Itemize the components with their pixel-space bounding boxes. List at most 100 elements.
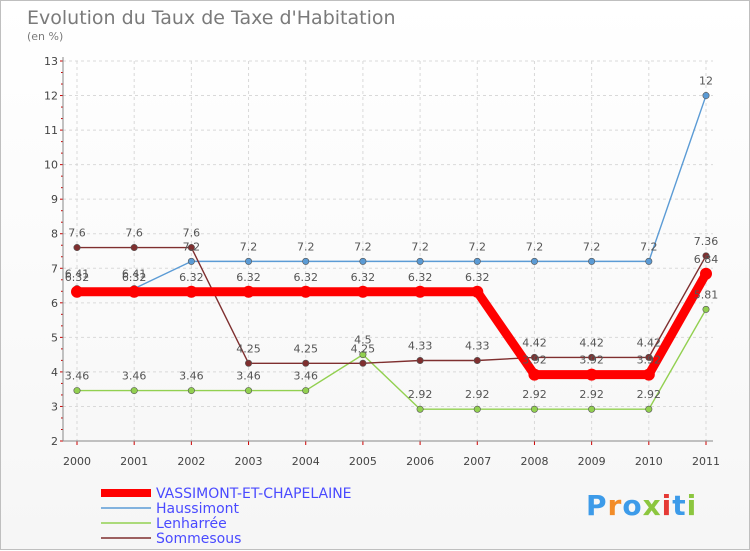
data-point	[588, 405, 596, 413]
data-point	[473, 257, 481, 265]
data-point	[702, 305, 710, 313]
data-point	[73, 387, 81, 395]
data-point	[187, 244, 195, 252]
x-tick-label: 2011	[692, 455, 720, 468]
chart-title: Evolution du Taux de Taxe d'Habitation	[27, 7, 396, 29]
data-value-label: 7.2	[640, 240, 658, 253]
x-tick-label: 2007	[463, 455, 491, 468]
series-line-lenharr-e	[76, 308, 707, 410]
logo-letter: r	[607, 489, 623, 522]
data-value-label: 3.92	[637, 354, 662, 367]
data-point	[245, 359, 253, 367]
data-labels: 6.41 6.41 7.2 7.2 7.2 7.2 7.2 7.2 7.2 7.2 7.2 12 3.4…	[65, 75, 719, 402]
y-tick-label: 5	[51, 331, 58, 344]
data-value-label: 6.32	[122, 271, 147, 284]
data-value-label: 7.2	[526, 240, 544, 253]
logo-letter: P	[586, 489, 608, 522]
y-tick-label: 2	[51, 435, 58, 448]
legend-label: Lenharrée	[156, 516, 227, 532]
legend-label: Haussimont	[156, 501, 240, 517]
data-value-label: 2.92	[522, 388, 547, 401]
data-value-label: 3.46	[293, 370, 318, 383]
data-point	[645, 257, 653, 265]
data-value-label: 3.46	[122, 370, 147, 383]
data-point	[642, 368, 655, 381]
data-point	[645, 353, 653, 361]
data-point	[245, 387, 253, 395]
y-tick-label: 13	[44, 55, 58, 68]
y-tick-label: 6	[51, 297, 58, 310]
data-value-label: 3.92	[522, 354, 547, 367]
data-point	[73, 244, 81, 252]
data-point	[187, 257, 195, 265]
data-point	[302, 387, 310, 395]
y-tick-label: 11	[44, 124, 58, 137]
data-value-label: 3.46	[179, 370, 204, 383]
data-value-label: 7.2	[411, 240, 429, 253]
data-point	[700, 267, 712, 280]
data-value-label: 2.92	[579, 388, 604, 401]
data-point	[359, 257, 367, 265]
data-value-label: 7.6	[68, 227, 86, 240]
data-point	[528, 368, 541, 381]
data-point	[128, 285, 141, 298]
data-value-label: 6.84	[694, 253, 719, 266]
data-value-label: 5.81	[694, 288, 719, 301]
data-point	[471, 285, 484, 298]
data-value-label: 4.25	[351, 342, 376, 355]
x-tick-label: 2002	[177, 455, 205, 468]
data-value-label: 7.2	[183, 240, 201, 253]
legend-label: VASSIMONT-ET-CHAPELAINE	[156, 486, 352, 502]
data-value-label: 6.32	[179, 271, 204, 284]
x-tick-label: 2001	[120, 455, 148, 468]
data-point	[414, 285, 427, 298]
x-tick-label: 2000	[63, 455, 91, 468]
data-value-label: 6.32	[408, 271, 433, 284]
data-point	[185, 285, 198, 298]
y-tick-label: 12	[44, 90, 58, 103]
data-point	[702, 252, 710, 260]
data-value-label: 7.2	[583, 240, 601, 253]
data-value-label: 3.46	[65, 370, 90, 383]
data-point	[359, 351, 367, 359]
data-value-label: 4.25	[236, 342, 261, 355]
data-point	[473, 357, 481, 365]
data-value-label: 4.33	[465, 340, 490, 353]
data-value-label: 12	[699, 75, 713, 88]
data-point	[187, 387, 195, 395]
data-value-label: 7.2	[240, 240, 258, 253]
data-value-label: 7.36	[694, 235, 719, 248]
data-value-label: 6.32	[293, 271, 318, 284]
data-point	[356, 285, 369, 298]
legend: VASSIMONT-ET-CHAPELAINEHaussimontLenharr…	[101, 486, 352, 547]
series-line-vassimont-et-chapelaine	[72, 269, 711, 380]
data-value-label: 7.6	[125, 227, 143, 240]
grid-lines	[63, 60, 713, 442]
data-value-label: 6.32	[351, 271, 376, 284]
data-point	[530, 405, 538, 413]
data-point	[416, 257, 424, 265]
data-value-label: 2.92	[637, 388, 662, 401]
logo-letter: o	[622, 489, 643, 522]
data-point	[242, 285, 255, 298]
y-tick-label: 3	[51, 400, 58, 413]
data-point	[302, 257, 310, 265]
y-tick-label: 4	[51, 366, 58, 379]
data-value-label: 3.46	[236, 370, 261, 383]
data-value-label: 6.32	[236, 271, 261, 284]
chart-subtitle: (en %)	[27, 30, 64, 43]
proxiti-logo: Proxiti	[586, 489, 697, 522]
logo-letter: x	[642, 489, 662, 522]
axes: 2 3 4 5 6 7 8 9 10 11 12 13 2000 2001 2002 2003 2004 2005…	[44, 55, 720, 468]
data-point	[302, 359, 310, 367]
data-point	[473, 405, 481, 413]
data-point	[702, 92, 710, 100]
data-value-label: 6.32	[465, 271, 490, 284]
x-tick-label: 2004	[292, 455, 320, 468]
series-line-haussimont	[76, 94, 707, 290]
x-tick-label: 2006	[406, 455, 434, 468]
data-point	[530, 257, 538, 265]
series-layer	[71, 92, 712, 413]
series-line-sommesous	[76, 246, 707, 364]
